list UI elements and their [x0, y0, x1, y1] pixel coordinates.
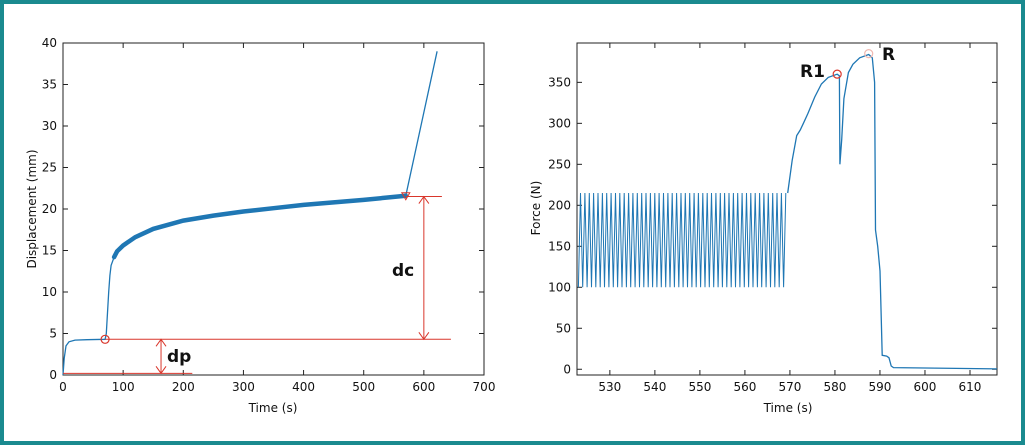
x-axis-label-right: Time (s): [763, 401, 813, 415]
y-tick-label: 0: [563, 362, 571, 376]
y-tick-label: 5: [49, 327, 57, 341]
y-tick-label: 35: [42, 78, 57, 92]
y-tick-label: 20: [42, 202, 57, 216]
x-tick-label: 560: [733, 380, 756, 394]
y-tick-label: 200: [548, 198, 571, 212]
x-tick-label: 700: [473, 380, 496, 394]
force-line: [787, 53, 998, 370]
displacement-line: [62, 51, 438, 376]
dp-arrow-heads: [155, 338, 167, 375]
x-tick-label: 610: [959, 380, 982, 394]
x-tick-label: 400: [292, 380, 315, 394]
displacement-chart: Time (s) Displacement (mm) dp dc 0 100 200…: [25, 36, 495, 415]
x-tick-label: 570: [778, 380, 801, 394]
y-tick-label: 150: [548, 239, 571, 253]
y-tick-label: 10: [42, 285, 57, 299]
x-tick-label: 0: [59, 380, 67, 394]
x-tick-label: 200: [172, 380, 195, 394]
x-tick-label: 580: [823, 380, 846, 394]
displacement-creep-band: [111, 193, 409, 260]
y-tick-label: 300: [548, 116, 571, 130]
y-tick-label: 25: [42, 161, 57, 175]
x-tick-label: 550: [688, 380, 711, 394]
y-tick-label: 0: [49, 368, 57, 382]
y-axis-label-left: Displacement (mm): [25, 149, 39, 268]
R1-marker: [832, 69, 842, 79]
y-tick-label: 40: [42, 36, 57, 50]
x-tick-label: 600: [914, 380, 937, 394]
R-marker: [864, 49, 874, 59]
x-tick-label: 530: [598, 380, 621, 394]
force-chart: Time (s) Force (N) R1 R 530 540 550 560 570 5…: [529, 42, 998, 415]
x-tick-label: 100: [112, 380, 135, 394]
axes-box: [576, 42, 998, 376]
y-tick-label: 350: [548, 75, 571, 89]
y-axis-label-right: Force (N): [529, 181, 543, 236]
x-tick-label: 590: [869, 380, 892, 394]
y-tick-label: 100: [548, 280, 571, 294]
dc-label: dc: [392, 261, 414, 281]
x-axis-label-left: Time (s): [248, 401, 298, 415]
force-cyclic-line: [577, 193, 787, 288]
x-tick-label: 300: [232, 380, 255, 394]
y-tick-label: 250: [548, 157, 571, 171]
dc-arrow-heads: [418, 195, 430, 341]
x-tick-label: 600: [412, 380, 435, 394]
R-label: R: [882, 45, 895, 65]
y-tick-label: 30: [42, 119, 57, 133]
dp-label: dp: [167, 347, 191, 367]
primary-end-marker: [100, 334, 110, 344]
x-tick-label: 500: [352, 380, 375, 394]
x-tick-label: 540: [643, 380, 666, 394]
R1-label: R1: [800, 62, 825, 82]
y-tick-label: 15: [42, 244, 57, 258]
y-tick-label: 50: [556, 321, 571, 335]
creep-end-marker: [400, 192, 411, 201]
